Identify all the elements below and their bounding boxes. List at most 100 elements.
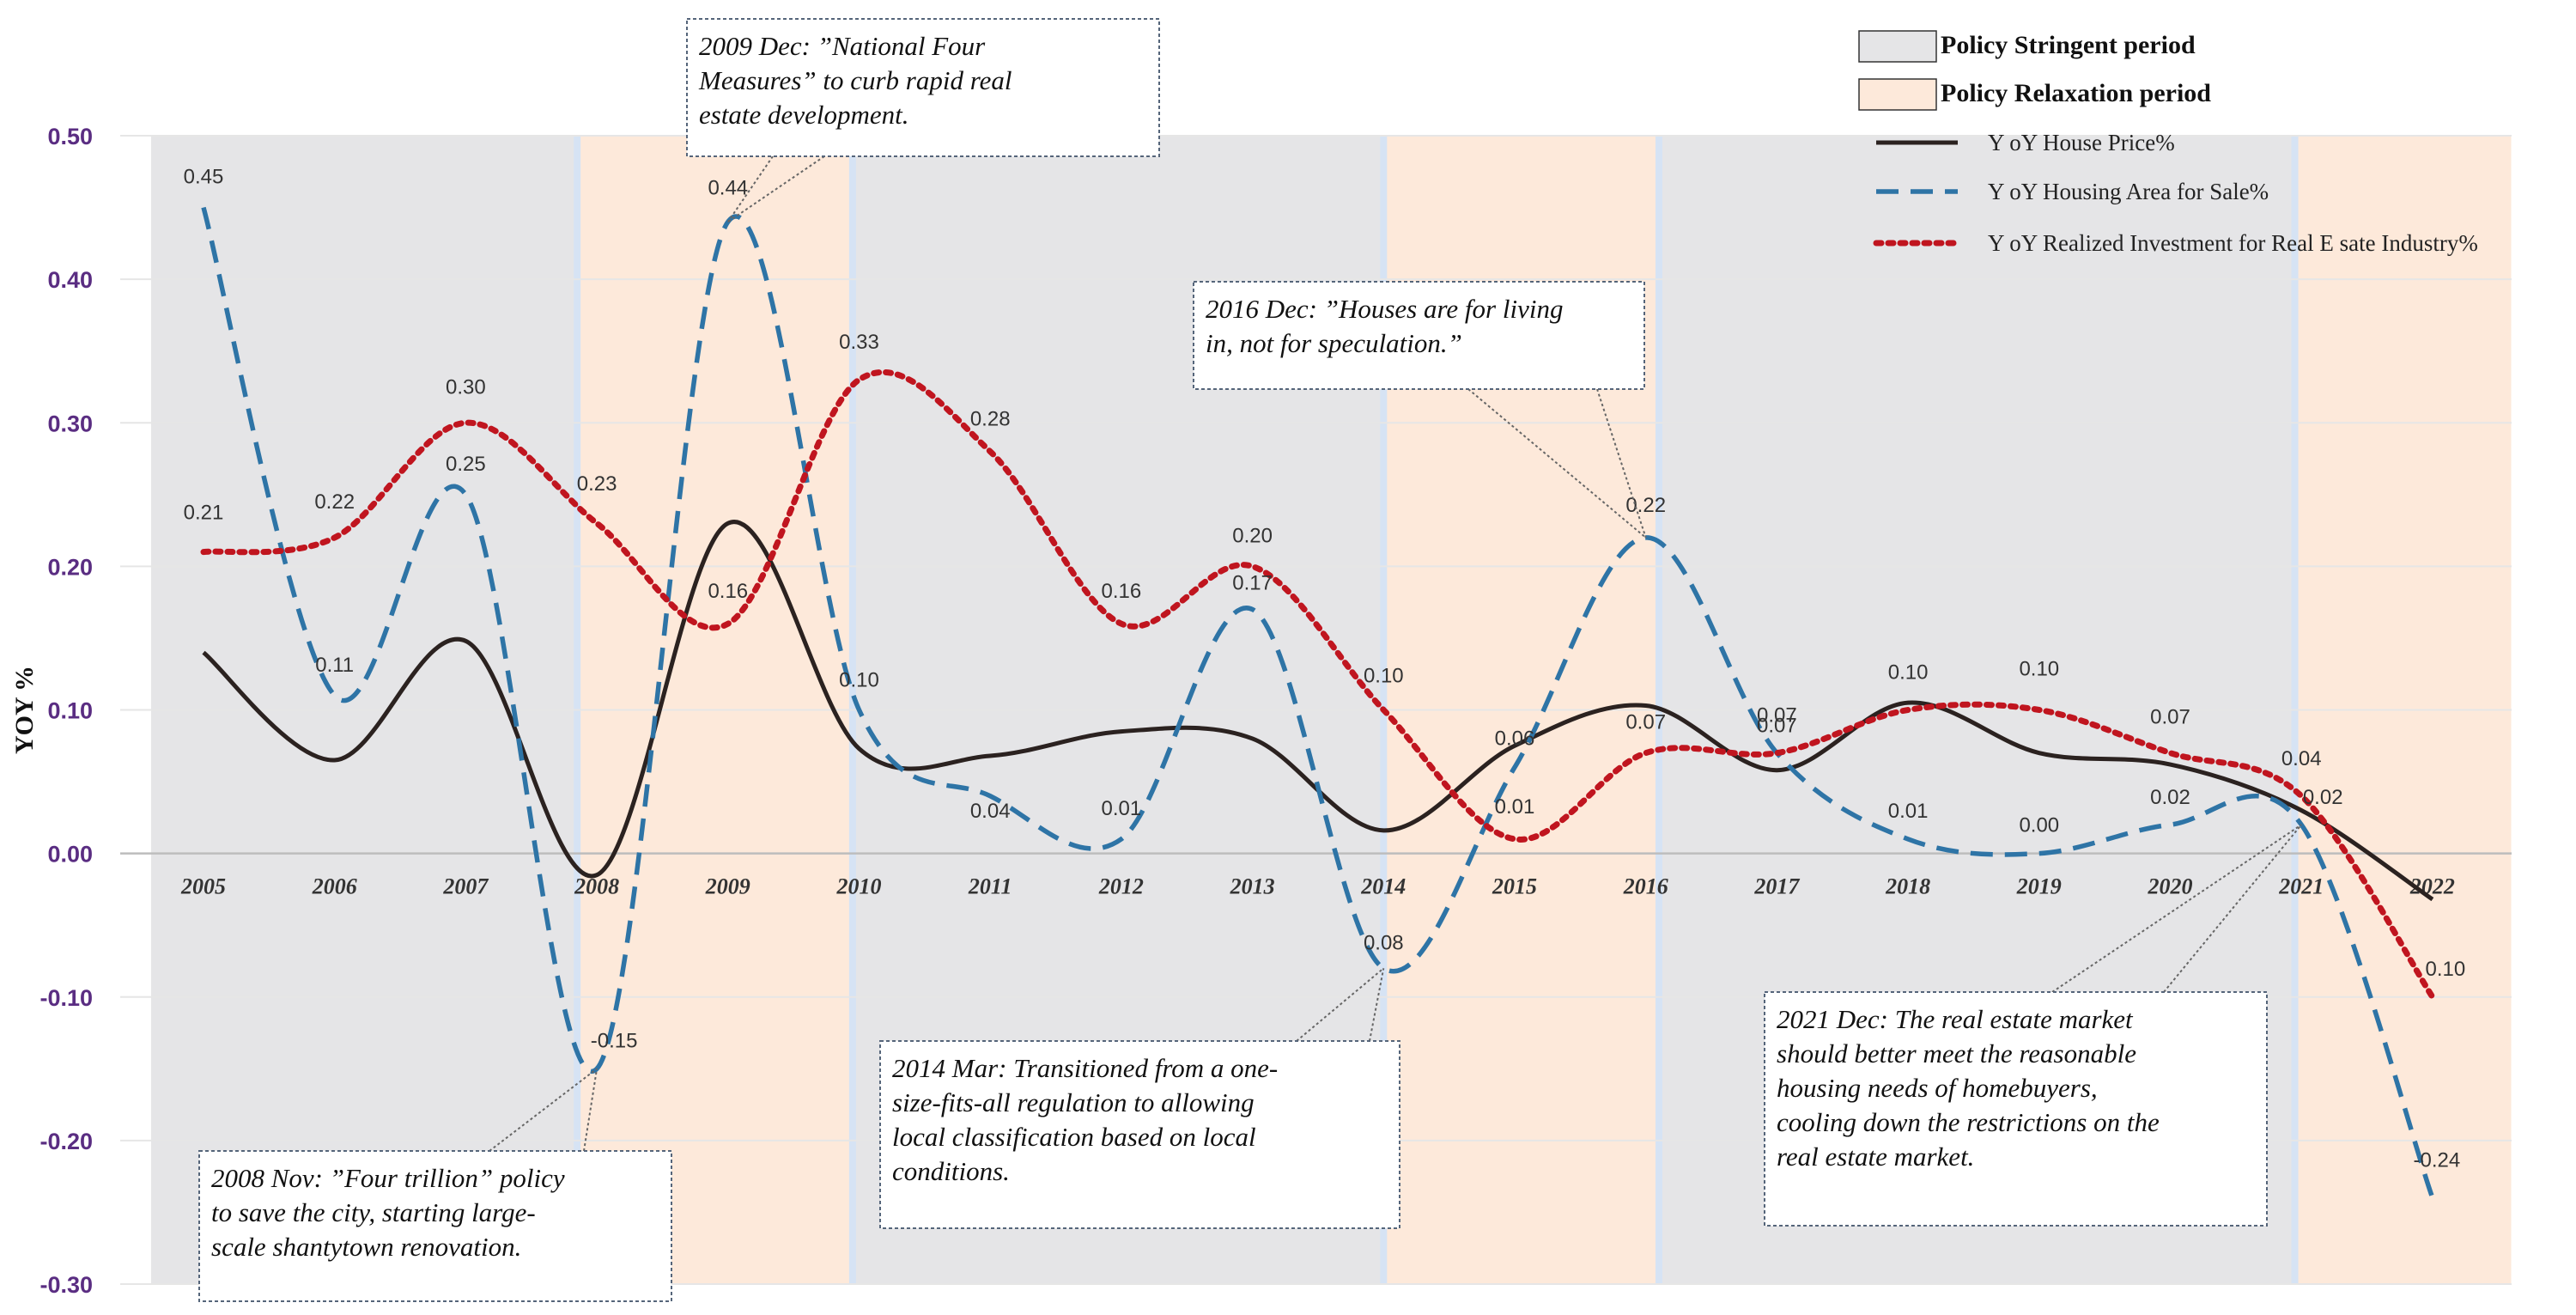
annotation-text-line: 2021 Dec: The real estate market [1777,1004,2134,1034]
data-label-area-2013: 0.17 [1232,572,1273,595]
y-tick-label: 0.40 [47,267,93,293]
annotation-text-line: conditions. [892,1156,1010,1186]
annotation-leader [2163,824,2302,993]
series-line-area [201,206,2435,1199]
annotations: 2008 Nov: ”Four trillion” policy to save … [198,18,2302,1302]
data-label-invest-2008: 0.23 [577,472,617,496]
x-tick-label-2011: 2011 [968,874,1012,899]
y-tick-label: 0.10 [47,698,93,724]
data-label-area-2005: 0.45 [184,166,224,189]
annotation-leader [727,155,825,223]
x-tick-label-2013: 2013 [1230,874,1275,899]
data-label-area-2020: 0.02 [2150,786,2190,809]
annotation-text-line: should better meet the reasonable [1777,1038,2136,1068]
y-tick-label: -0.10 [39,985,93,1011]
legend: Policy Stringent period Policy Relaxation… [1858,30,2478,256]
legend-relaxation-swatch [1858,78,1937,111]
x-tick-label-2009: 2009 [705,874,750,899]
x-tick-label-2010: 2010 [836,874,882,899]
x-tick-label-2005: 2005 [180,874,226,899]
annotation-text-line: in, not for speculation.” [1206,328,1462,358]
data-label-invest-2006: 0.22 [314,490,355,514]
annotation-text-line: scale shantytown renovation. [211,1232,521,1262]
data-label-area-2007: 0.25 [446,453,486,476]
data-label-invest-2007: 0.30 [446,375,486,399]
data-label-invest-2014: 0.10 [1364,665,1404,688]
y-tick-label: 0.50 [47,124,93,149]
annotation-leader [2051,824,2302,993]
annotation-text-line: housing needs of homebuyers, [1777,1073,2098,1103]
y-tick-label: 0.30 [47,411,93,436]
series-lines [200,206,2436,1199]
data-label-invest-2018: 0.10 [1888,661,1929,685]
x-tick-label-2016: 2016 [1623,874,1668,899]
annotation-text-line: estate development. [699,100,908,130]
series-line-invest [200,368,2436,1001]
x-tick-label-2018: 2018 [1885,874,1930,899]
data-label-area-2019: 0.00 [2019,814,2059,837]
legend-invest-label: Y oY Realized Investment for Real E sate… [1988,230,2478,256]
data-label-invest-2009: 0.16 [708,580,748,603]
x-tick-label-2007: 2007 [442,874,489,899]
y-tick-label: -0.20 [39,1129,93,1154]
data-label-invest-2015: 0.01 [1495,795,1535,819]
annotation-text-line: cooling down the restrictions on the [1777,1107,2160,1137]
annotation-text-line: 2014 Mar: Transitioned from a one- [892,1053,1278,1083]
annotation-box [198,1150,672,1302]
data-label-invest-2011: 0.28 [970,408,1011,431]
y-axis-title: YOY % [10,666,39,754]
data-label-area-2017: 0.07 [1757,715,1797,738]
data-label-area-2012: 0.01 [1102,797,1142,820]
x-tick-label-2019: 2019 [2016,874,2062,899]
annotation-text-line: size-fits-all regulation to allowing [892,1087,1255,1117]
data-label-invest-2013: 0.20 [1232,524,1273,547]
annotation-text-line: 2008 Nov: ”Four trillion” policy [211,1163,565,1193]
annotation-box [1764,991,2268,1227]
annotation-text-line: to save the city, starting large- [211,1197,536,1227]
x-tick-label-2020: 2020 [2148,874,2193,899]
data-label-area-2008: -0.15 [591,1029,638,1052]
data-label-area-2015: 0.06 [1495,727,1535,750]
legend-relaxation-label: Policy Relaxation period [1941,79,2211,107]
x-tick-label-2017: 2017 [1753,874,1800,899]
annotation-leader [1467,388,1647,539]
data-label-invest-2012: 0.16 [1102,580,1142,603]
y-tick-label: -0.30 [39,1272,93,1298]
annotation-leader [583,1068,598,1152]
annotation-text-line: 2009 Dec: ”National Four [699,31,986,61]
annotation-2021: 2021 Dec: The real estate market should b… [1764,824,2302,1227]
annotation-2016: 2016 Dec: ”Houses are for living in, not … [1193,281,1647,539]
legend-stringent-swatch [1858,30,1937,63]
data-labels: 0.45 0.11 0.25 -0.15 0.44 0.10 0.04 0.01 0.17 0.0… [184,166,2466,1172]
annotation-leader [1369,968,1385,1042]
data-label-invest-2010: 0.33 [839,331,879,354]
x-tick-label-2012: 2012 [1098,874,1144,899]
data-label-invest-2022: 0.10 [2426,958,2466,981]
annotation-text-line: 2016 Dec: ”Houses are for living [1206,294,1563,324]
data-label-invest-2017: 0.07 [1757,704,1797,728]
data-label-invest-2020: 0.07 [2150,706,2190,729]
data-label-area-2021: 0.02 [2303,786,2343,809]
data-label-invest-2019: 0.10 [2019,658,2059,681]
x-tick-label-2021: 2021 [2278,874,2324,899]
x-tick-label-2008: 2008 [574,874,619,899]
data-label-area-2009: 0.44 [708,176,748,199]
annotation-2008: 2008 Nov: ”Four trillion” policy to save … [198,1068,672,1302]
y-tick-label: 0.20 [47,554,93,580]
annotation-box [1193,281,1645,390]
data-label-area-2018: 0.01 [1888,800,1929,823]
annotation-box [686,18,1160,157]
data-label-area-2006: 0.11 [315,654,354,677]
data-label-area-2014: 0.08 [1364,931,1404,954]
annotation-text-line: local classification based on local [892,1122,1256,1152]
annotation-leader [1296,967,1384,1042]
annotation-text-line: real estate market. [1777,1141,1974,1172]
data-label-area-2011: 0.04 [970,800,1011,823]
annotation-text-line: Measures” to curb rapid real [698,65,1012,95]
x-axis: 2005 2006 2007 2008 2009 2010 2011 2012 2013 2014… [180,874,2455,899]
series-line-price [202,520,2434,902]
legend-price-label: Y oY House Price% [1988,130,2175,155]
x-tick-label-2015: 2015 [1492,874,1537,899]
legend-stringent-label: Policy Stringent period [1941,31,2196,59]
